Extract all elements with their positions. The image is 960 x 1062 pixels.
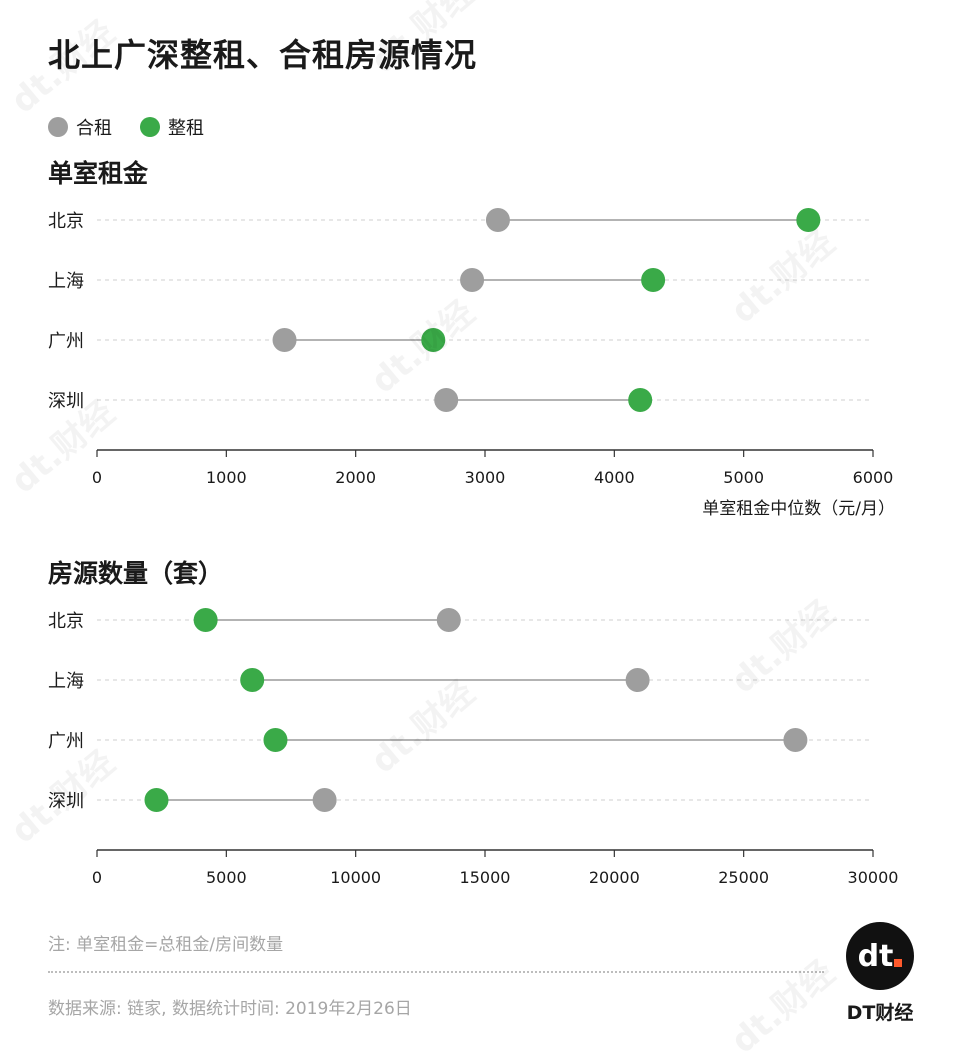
category-label: 上海 <box>48 271 84 292</box>
x-tick-label: 1000 <box>206 468 247 487</box>
point-shared <box>434 388 459 412</box>
point-shared <box>783 728 808 752</box>
legend-item-shared: 合租 <box>48 114 112 140</box>
point-whole <box>796 208 821 232</box>
point-shared <box>460 268 485 292</box>
x-axis-label: 单室租金中位数（元/月） <box>702 499 895 519</box>
x-tick-label: 0 <box>92 468 102 487</box>
x-tick-label: 6000 <box>853 468 894 487</box>
x-tick-label: 25000 <box>718 868 769 887</box>
point-whole <box>421 328 446 352</box>
footnote: 注: 单室租金=总租金/房间数量 <box>48 935 284 955</box>
legend-swatch-whole <box>140 117 160 137</box>
x-tick-label: 5000 <box>206 868 247 887</box>
x-tick-label: 3000 <box>465 468 506 487</box>
section-title-listings: 房源数量（套） <box>48 559 224 588</box>
category-label: 深圳 <box>48 391 84 412</box>
point-shared <box>485 208 510 232</box>
logo-text: DT财经 <box>846 1002 914 1024</box>
legend-item-whole: 整租 <box>140 114 204 140</box>
legend-swatch-shared <box>48 117 68 137</box>
x-tick-label: 4000 <box>594 468 635 487</box>
section-title-rent: 单室租金 <box>48 159 149 188</box>
category-label: 广州 <box>48 731 84 752</box>
x-tick-label: 5000 <box>723 468 764 487</box>
x-tick-label: 15000 <box>460 868 511 887</box>
legend-label-whole: 整租 <box>168 118 204 139</box>
point-shared <box>625 668 650 692</box>
legend: 合租 整租 <box>48 114 204 140</box>
logo-mark: dt <box>846 922 914 990</box>
source-text: 数据来源: 链家, 数据统计时间: 2019年2月26日 <box>48 999 412 1019</box>
category-label: 北京 <box>48 611 84 632</box>
footer-divider <box>48 971 824 973</box>
logo-mark-text: dt <box>857 938 894 974</box>
category-label: 北京 <box>48 211 84 232</box>
x-tick-label: 10000 <box>330 868 381 887</box>
point-whole <box>263 728 288 752</box>
watermark: dt.财经 <box>718 947 843 1062</box>
point-whole <box>144 788 169 812</box>
chart-title: 北上广深整租、合租房源情况 <box>48 36 478 74</box>
x-tick-label: 20000 <box>589 868 640 887</box>
x-tick-label: 30000 <box>848 868 899 887</box>
point-shared <box>312 788 337 812</box>
logo-dot <box>894 959 903 967</box>
x-tick-label: 0 <box>92 868 102 887</box>
point-shared <box>436 608 461 632</box>
point-whole <box>193 608 218 632</box>
x-tick-label: 2000 <box>335 468 376 487</box>
category-label: 上海 <box>48 671 84 692</box>
point-whole <box>628 388 653 412</box>
category-label: 广州 <box>48 331 84 352</box>
point-whole <box>240 668 265 692</box>
point-shared <box>272 328 297 352</box>
legend-label-shared: 合租 <box>76 118 112 139</box>
point-whole <box>641 268 666 292</box>
category-label: 深圳 <box>48 791 84 812</box>
